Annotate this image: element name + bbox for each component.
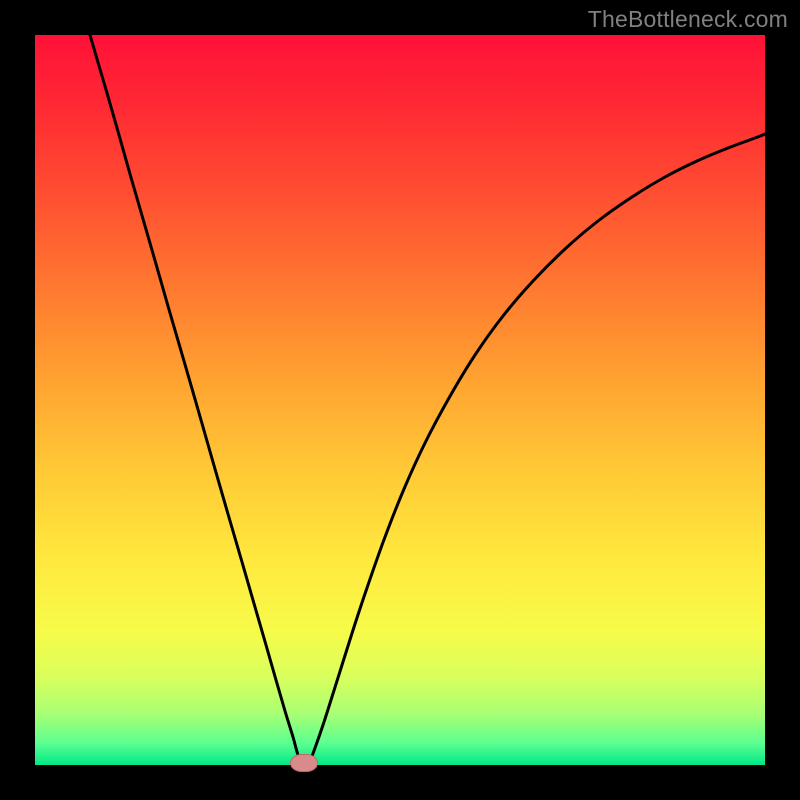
chart-svg — [35, 35, 765, 765]
attribution-label: TheBottleneck.com — [588, 6, 788, 33]
bottleneck-curve — [90, 35, 765, 764]
plot-frame — [35, 35, 765, 765]
optimal-point-marker — [290, 754, 318, 772]
